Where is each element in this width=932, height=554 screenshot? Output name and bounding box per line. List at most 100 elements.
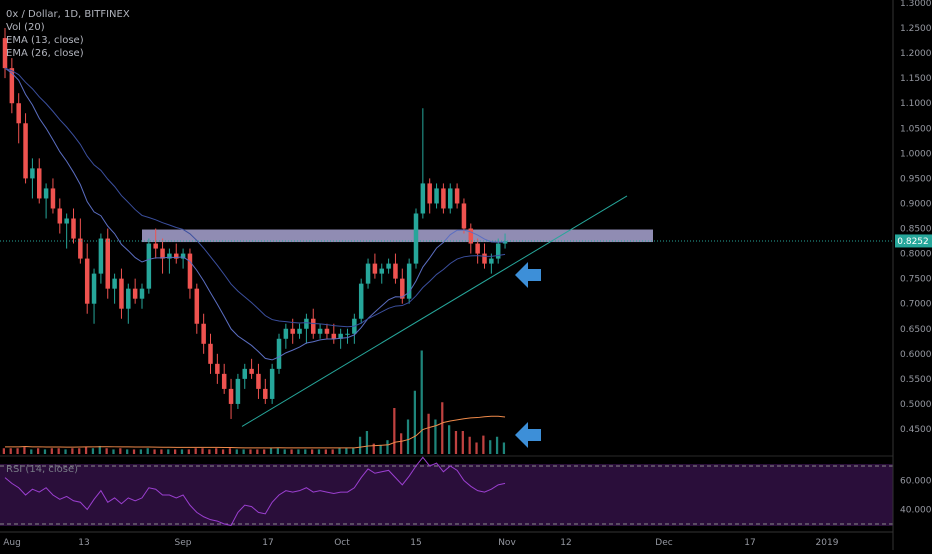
volume-bar [208, 449, 211, 454]
volume-bar [406, 419, 410, 454]
indicator-legend: 0x / Dollar, 1D, BITFINEX Vol (20) EMA (… [6, 8, 130, 60]
ema13-indicator-label[interactable]: EMA (13, close) [6, 35, 84, 46]
ema13-line [4, 67, 506, 361]
volume-bar [400, 433, 403, 454]
volume-bar [50, 448, 53, 454]
volume-bar [30, 449, 33, 454]
candle-body [489, 258, 494, 264]
time-axis-tick: 17 [262, 538, 273, 548]
volume-bar [9, 448, 12, 454]
resistance-zone [142, 229, 653, 243]
volume-bar [413, 390, 416, 454]
candle-body [91, 273, 97, 304]
volume-bar [187, 449, 190, 454]
volume-bar [180, 449, 184, 454]
time-axis-tick: 13 [78, 538, 89, 548]
volume-bar [495, 436, 499, 454]
volume-bar [37, 448, 40, 454]
time-axis-tick: 2019 [816, 538, 839, 548]
ema26-line [4, 67, 506, 328]
volume-bar [441, 402, 444, 454]
price-axis-tick: 0.7500 [900, 275, 932, 285]
candle-body [2, 38, 8, 69]
candle-body [263, 388, 268, 399]
volume-bar [317, 449, 321, 454]
volume-bar [454, 431, 458, 454]
price-axis-tick: 1.1000 [900, 99, 932, 109]
candle-body [331, 333, 337, 339]
candle-body [23, 123, 28, 179]
candle-body [400, 278, 405, 299]
volume-bar [256, 449, 259, 454]
volume-bar [84, 447, 88, 454]
volume-bar [468, 436, 471, 454]
volume-bar [16, 448, 19, 454]
candle-body [16, 103, 21, 124]
volume-bar [386, 440, 389, 454]
candle-body [427, 183, 432, 204]
volume-bar [427, 413, 430, 454]
ema26-indicator-label[interactable]: EMA (26, close) [6, 48, 84, 59]
price-axis-tick: 0.8500 [900, 225, 932, 235]
volume-bar [372, 443, 375, 454]
volume-bar [221, 449, 225, 454]
price-axis-tick: 1.3000 [900, 0, 932, 9]
candle-body [132, 288, 138, 299]
symbol-line[interactable]: 0x / Dollar, 1D, BITFINEX [6, 9, 130, 20]
candle-body [276, 338, 282, 369]
rsi-axis-tick: 40.0000 [900, 506, 932, 516]
candle-body [386, 263, 391, 269]
time-axis-tick: 15 [410, 538, 421, 548]
candle-body [461, 203, 467, 229]
candle-body [235, 378, 241, 404]
volume-bar [194, 448, 197, 454]
rsi-axis-tick: 60.0000 [900, 477, 932, 487]
price-axis-tick: 0.4500 [900, 425, 932, 435]
candle-body [393, 263, 398, 279]
price-axis-tick: 0.6000 [900, 350, 932, 360]
volume-bar [43, 449, 47, 454]
candle-body [441, 188, 446, 209]
candle-body [208, 343, 213, 364]
price-axis-tick: 0.6500 [900, 325, 932, 335]
candle-body [119, 278, 124, 309]
candle-body [372, 263, 378, 274]
volume-bar [263, 449, 266, 454]
volume-bar [475, 442, 478, 454]
volume-bar [249, 449, 252, 454]
volume-bar [132, 449, 136, 454]
price-axis-tick: 0.9000 [900, 199, 932, 209]
candle-body [139, 288, 145, 299]
volume-bar [338, 448, 341, 454]
candle-body [242, 368, 247, 379]
candle-body [43, 188, 49, 199]
time-axis-tick: Nov [498, 538, 516, 548]
candle-body [317, 328, 323, 334]
vol-indicator-label[interactable]: Vol (20) [6, 22, 45, 33]
candle-body [9, 68, 15, 104]
candle-body [221, 373, 227, 389]
candle-body [454, 188, 460, 204]
volume-bar [448, 425, 451, 454]
volume-bar [297, 449, 300, 454]
candle-body [324, 328, 330, 334]
volume-bar [78, 448, 81, 454]
candle-body [84, 258, 90, 304]
volume-bar [352, 448, 355, 454]
candle-body [249, 368, 254, 374]
candle-body [269, 368, 275, 399]
volume-bar [57, 448, 60, 454]
candle-body [57, 208, 63, 224]
volume-bar [215, 448, 218, 454]
volume-bar [324, 449, 327, 454]
candle-body [434, 188, 439, 204]
candle-body [495, 243, 501, 259]
volume-bar [358, 436, 362, 454]
candle-body [105, 238, 110, 289]
candle-body [160, 248, 165, 259]
price-axis-tick: 1.1500 [900, 74, 932, 84]
price-axis-tick: 0.8000 [900, 250, 932, 260]
volume-bar [502, 442, 506, 454]
